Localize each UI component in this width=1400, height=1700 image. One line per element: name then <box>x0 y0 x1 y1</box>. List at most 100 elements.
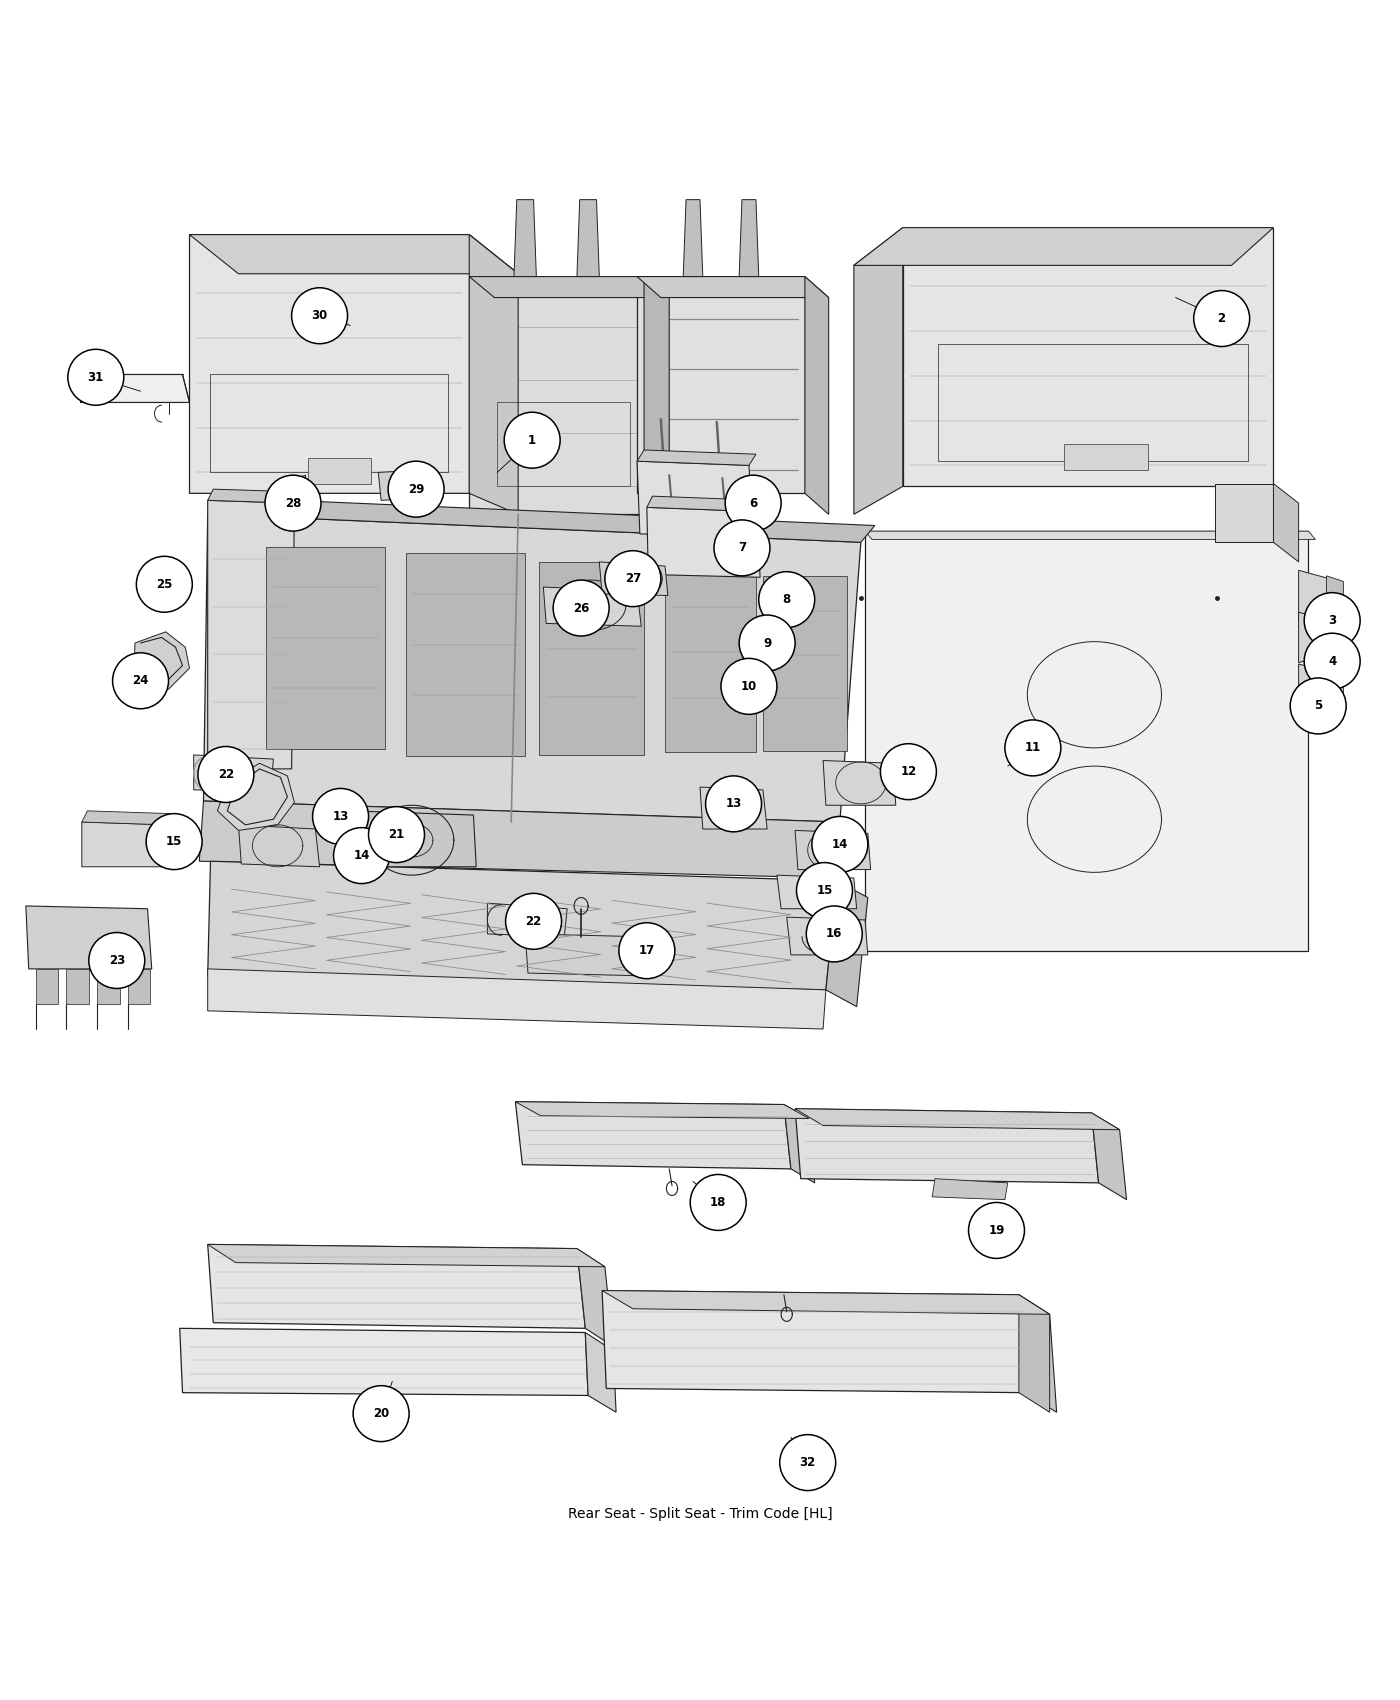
Polygon shape <box>238 824 319 867</box>
Text: 1: 1 <box>528 434 536 447</box>
Polygon shape <box>1299 612 1330 663</box>
Polygon shape <box>308 459 371 483</box>
Polygon shape <box>277 476 305 522</box>
Polygon shape <box>1299 665 1330 714</box>
Text: Rear Seat - Split Seat - Trim Code [HL]: Rear Seat - Split Seat - Trim Code [HL] <box>567 1508 833 1522</box>
Polygon shape <box>854 228 1274 265</box>
Circle shape <box>388 461 444 517</box>
Polygon shape <box>406 554 525 756</box>
Polygon shape <box>469 277 669 298</box>
Polygon shape <box>700 787 767 830</box>
Polygon shape <box>189 235 518 274</box>
Circle shape <box>797 862 853 918</box>
Polygon shape <box>179 1328 588 1396</box>
Text: 11: 11 <box>1025 741 1042 755</box>
Circle shape <box>333 828 389 884</box>
Polygon shape <box>207 969 826 1028</box>
Polygon shape <box>637 450 756 466</box>
Circle shape <box>806 906 862 962</box>
Circle shape <box>368 806 424 862</box>
Text: 30: 30 <box>311 309 328 323</box>
Text: 7: 7 <box>738 541 746 554</box>
Text: 15: 15 <box>167 835 182 848</box>
Polygon shape <box>133 632 189 697</box>
Text: 24: 24 <box>133 675 148 687</box>
Polygon shape <box>487 903 567 937</box>
Circle shape <box>1291 678 1347 734</box>
Circle shape <box>690 1175 746 1231</box>
Circle shape <box>1305 632 1361 688</box>
Polygon shape <box>207 862 837 989</box>
Polygon shape <box>644 277 669 534</box>
Text: 13: 13 <box>332 809 349 823</box>
Polygon shape <box>25 906 151 969</box>
Text: 25: 25 <box>157 578 172 592</box>
Text: 28: 28 <box>284 496 301 510</box>
Polygon shape <box>637 461 753 537</box>
Text: 23: 23 <box>109 954 125 967</box>
Polygon shape <box>1019 1295 1050 1413</box>
Circle shape <box>1194 291 1250 347</box>
Text: 27: 27 <box>624 573 641 585</box>
Polygon shape <box>543 586 641 626</box>
Polygon shape <box>203 515 861 823</box>
Polygon shape <box>525 933 644 976</box>
Text: 15: 15 <box>816 884 833 898</box>
Polygon shape <box>932 1178 1008 1200</box>
Polygon shape <box>577 1248 613 1346</box>
Circle shape <box>197 746 253 802</box>
Circle shape <box>759 571 815 627</box>
Text: 29: 29 <box>407 483 424 496</box>
Text: 10: 10 <box>741 680 757 694</box>
Polygon shape <box>787 916 868 955</box>
Polygon shape <box>66 969 88 1003</box>
Text: 13: 13 <box>725 797 742 811</box>
Polygon shape <box>577 199 599 277</box>
Circle shape <box>780 1435 836 1491</box>
Circle shape <box>112 653 168 709</box>
Polygon shape <box>637 277 829 298</box>
Polygon shape <box>81 823 165 867</box>
Text: 3: 3 <box>1329 614 1336 627</box>
Polygon shape <box>515 1102 791 1170</box>
Circle shape <box>812 816 868 872</box>
Polygon shape <box>823 760 896 806</box>
Polygon shape <box>1274 483 1299 563</box>
Polygon shape <box>80 374 189 403</box>
Text: 2: 2 <box>1218 313 1226 325</box>
Circle shape <box>291 287 347 343</box>
Circle shape <box>619 923 675 979</box>
Polygon shape <box>739 199 759 277</box>
Polygon shape <box>602 1290 1050 1314</box>
Text: 16: 16 <box>826 928 843 940</box>
Polygon shape <box>1299 570 1330 620</box>
Polygon shape <box>637 277 805 493</box>
Circle shape <box>88 933 144 988</box>
Text: 14: 14 <box>832 838 848 852</box>
Polygon shape <box>207 498 875 542</box>
Polygon shape <box>784 1105 815 1183</box>
Circle shape <box>504 411 560 468</box>
Text: 22: 22 <box>218 768 234 780</box>
Text: 14: 14 <box>353 848 370 862</box>
Circle shape <box>312 789 368 845</box>
Text: 22: 22 <box>525 915 542 928</box>
Text: 8: 8 <box>783 593 791 607</box>
Polygon shape <box>469 235 518 515</box>
Circle shape <box>67 348 123 405</box>
Polygon shape <box>865 530 1316 539</box>
Polygon shape <box>795 830 871 870</box>
Polygon shape <box>207 490 301 503</box>
Text: 12: 12 <box>900 765 917 779</box>
Circle shape <box>146 814 202 870</box>
Polygon shape <box>795 1108 1099 1183</box>
Polygon shape <box>207 1244 585 1328</box>
Polygon shape <box>1215 483 1274 542</box>
Text: 32: 32 <box>799 1457 816 1469</box>
Circle shape <box>505 894 561 949</box>
Circle shape <box>553 580 609 636</box>
Polygon shape <box>599 563 668 595</box>
Circle shape <box>353 1386 409 1442</box>
Circle shape <box>706 775 762 831</box>
Polygon shape <box>378 469 437 500</box>
